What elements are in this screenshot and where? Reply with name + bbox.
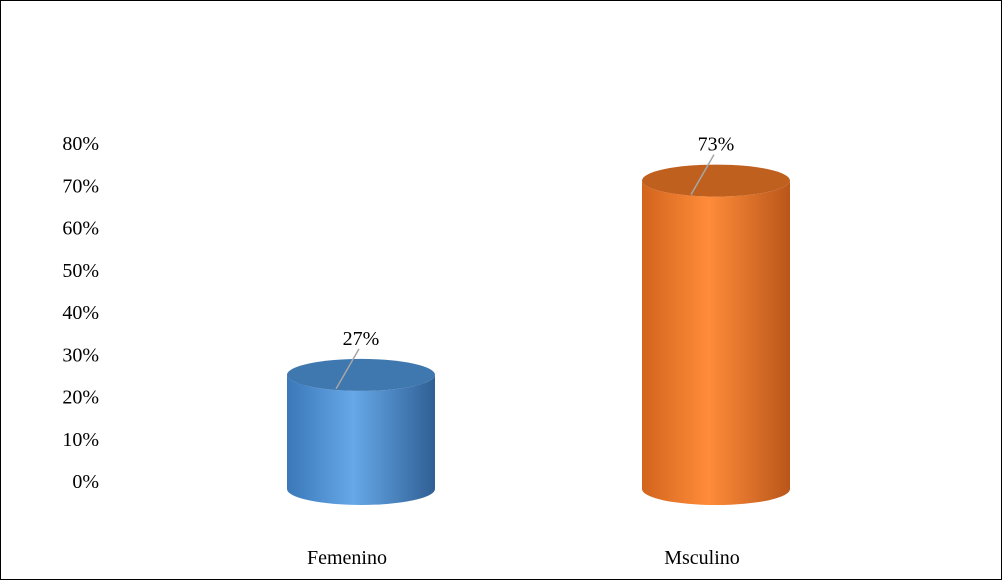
y-tick-label: 30% bbox=[62, 344, 99, 366]
bar-msculino: 73% bbox=[642, 134, 791, 505]
y-tick-label: 40% bbox=[62, 302, 99, 324]
y-tick-label: 80% bbox=[62, 133, 99, 155]
y-tick-label: 0% bbox=[72, 471, 99, 493]
bar-femenino: 27% bbox=[287, 328, 435, 505]
data-label-leader bbox=[690, 154, 715, 195]
y-axis: 0% 10% 20% 30% 40% 50% 60% 70% 80% bbox=[62, 133, 99, 493]
x-tick-label: Msculino bbox=[664, 547, 740, 569]
y-tick-label: 50% bbox=[62, 260, 99, 282]
data-label: 73% bbox=[698, 134, 735, 156]
y-tick-label: 70% bbox=[62, 175, 99, 197]
bar-top bbox=[287, 358, 435, 391]
bars: 27% 73% bbox=[287, 134, 791, 505]
x-axis: Femenino Msculino bbox=[307, 547, 740, 569]
data-label-leader bbox=[335, 348, 360, 390]
y-tick-label: 10% bbox=[62, 429, 99, 451]
bar-top bbox=[642, 164, 790, 197]
x-tick-label: Femenino bbox=[307, 547, 387, 569]
y-tick-label: 20% bbox=[62, 387, 99, 409]
bar-body bbox=[287, 374, 435, 505]
data-label: 27% bbox=[343, 328, 380, 350]
bar-body bbox=[642, 180, 791, 505]
y-tick-label: 60% bbox=[62, 218, 99, 240]
